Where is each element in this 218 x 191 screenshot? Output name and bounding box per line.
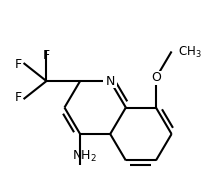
Bar [149,71,163,85]
Text: CH$_3$: CH$_3$ [178,45,201,60]
Text: F: F [43,49,50,62]
Text: O: O [151,71,161,84]
Text: N: N [106,74,115,87]
Bar [103,74,118,88]
Text: F: F [15,58,22,71]
Text: NH$_2$: NH$_2$ [72,149,97,164]
Text: F: F [15,91,22,104]
